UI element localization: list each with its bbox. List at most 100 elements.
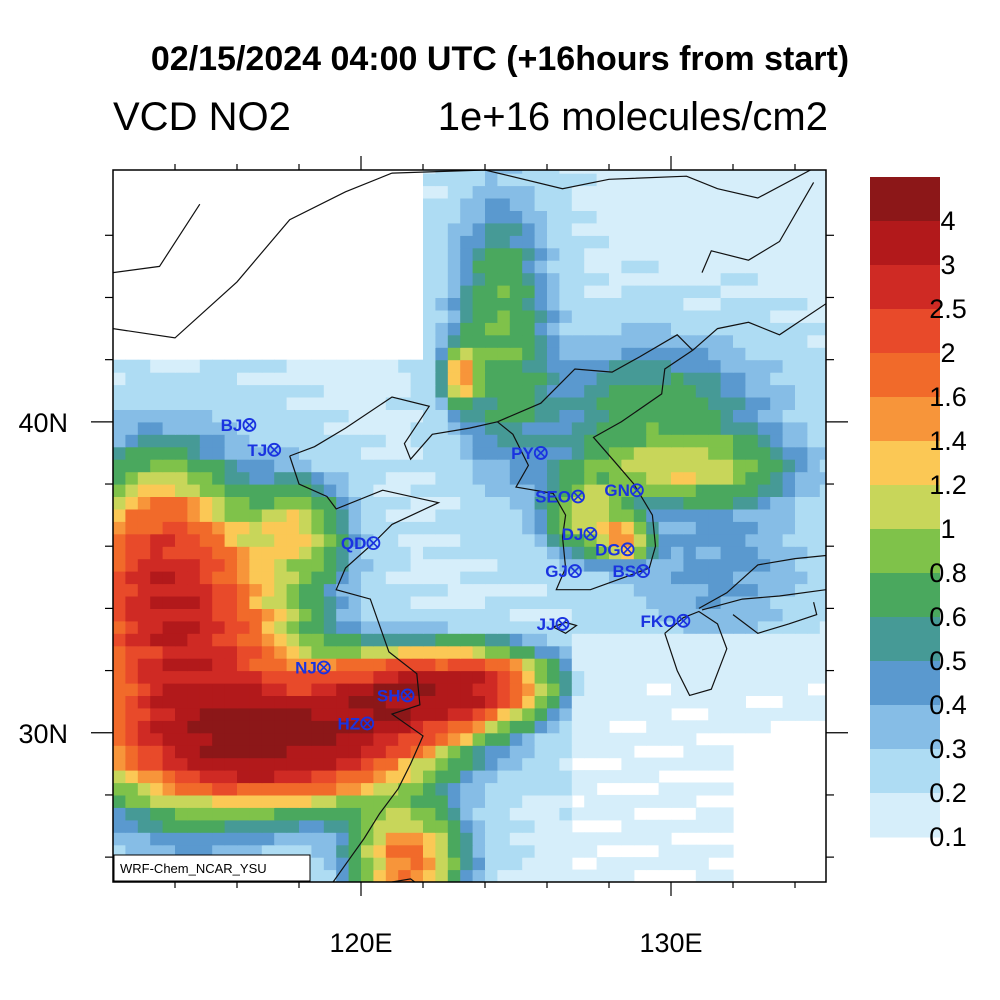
field-cell	[584, 782, 598, 796]
field-cell	[509, 732, 523, 746]
field-cell	[485, 732, 498, 746]
field-cell	[311, 496, 325, 510]
field-cell	[435, 620, 449, 634]
field-cell	[175, 484, 188, 497]
field-cell	[683, 720, 697, 734]
field-cell	[175, 645, 188, 659]
field-cell	[609, 645, 622, 659]
field-cell	[683, 819, 697, 833]
field-cell	[361, 508, 374, 522]
field-cell	[113, 844, 126, 858]
field-cell	[348, 508, 362, 522]
field-cell	[373, 384, 387, 398]
field-cell	[658, 596, 672, 609]
field-cell	[336, 683, 350, 696]
field-cell	[745, 720, 759, 734]
field-cell	[646, 434, 660, 448]
field-cell	[547, 484, 560, 497]
field-cell	[646, 322, 660, 336]
field-cell	[522, 608, 536, 622]
field-cell	[609, 359, 622, 373]
field-cell	[460, 683, 474, 696]
field-cell	[547, 434, 560, 448]
field-cell	[584, 484, 598, 497]
field-cell	[336, 857, 350, 871]
field-cell	[423, 546, 436, 560]
colorbar-swatch	[870, 529, 940, 574]
field-cell	[410, 446, 424, 460]
field-cell	[361, 844, 374, 858]
field-cell	[609, 170, 622, 174]
field-cell	[522, 297, 536, 311]
field-cell	[212, 558, 226, 572]
field-cell	[658, 459, 672, 473]
field-cell	[646, 857, 660, 871]
station-gn: GN	[604, 481, 644, 500]
field-cell	[224, 770, 238, 784]
field-cell	[671, 521, 684, 535]
field-cell	[720, 185, 734, 199]
field-cell	[435, 658, 449, 672]
field-cell	[249, 397, 263, 410]
field-cell	[571, 546, 585, 560]
field-cell	[782, 409, 796, 423]
station-nj: NJ	[295, 658, 331, 677]
field-cell	[472, 322, 486, 336]
field-cell	[472, 260, 486, 274]
field-cell	[373, 372, 387, 386]
field-cell	[472, 695, 486, 709]
field-cell	[385, 770, 399, 784]
field-cell	[175, 533, 188, 547]
field-cell	[274, 471, 288, 485]
field-cell	[819, 322, 826, 336]
field-cell	[782, 533, 796, 547]
field-cell	[348, 409, 362, 423]
field-cell	[237, 695, 250, 709]
field-cell	[695, 670, 709, 684]
field-cell	[261, 807, 275, 821]
field-cell	[757, 185, 771, 199]
field-cell	[609, 309, 622, 323]
field-cell	[361, 720, 374, 734]
field-cell	[323, 608, 337, 622]
field-cell	[323, 384, 337, 398]
field-cell	[398, 421, 412, 435]
field-cell	[522, 309, 536, 323]
field-cell	[757, 409, 771, 423]
field-cell	[547, 832, 560, 846]
field-cell	[596, 222, 610, 236]
field-cell	[671, 683, 684, 696]
field-cell	[584, 210, 598, 224]
field-cell	[336, 397, 350, 410]
field-cell	[485, 285, 498, 298]
field-cell	[509, 384, 523, 398]
field-cell	[770, 645, 784, 659]
field-cell	[621, 359, 635, 373]
field-cell	[373, 446, 387, 460]
field-cell	[460, 782, 474, 796]
field-cell	[336, 459, 350, 473]
field-cell	[633, 359, 647, 373]
field-cell	[113, 745, 126, 759]
field-cell	[373, 832, 387, 846]
field-cell	[819, 285, 826, 298]
field-cell	[137, 832, 151, 846]
field-cell	[261, 596, 275, 609]
field-cell	[497, 459, 511, 473]
field-cell	[423, 583, 436, 597]
field-cell	[571, 832, 585, 846]
field-cell	[795, 670, 808, 684]
field-cell	[224, 745, 238, 759]
field-cell	[534, 620, 548, 634]
field-cell	[113, 832, 126, 846]
field-cell	[212, 770, 226, 784]
field-cell	[261, 745, 275, 759]
field-cell	[708, 471, 722, 485]
field-cell	[633, 533, 647, 547]
field-cell	[299, 658, 312, 672]
field-cell	[224, 446, 238, 460]
field-cell	[187, 471, 201, 485]
field-cell	[299, 583, 312, 597]
field-cell	[807, 645, 821, 659]
field-cell	[212, 819, 226, 833]
